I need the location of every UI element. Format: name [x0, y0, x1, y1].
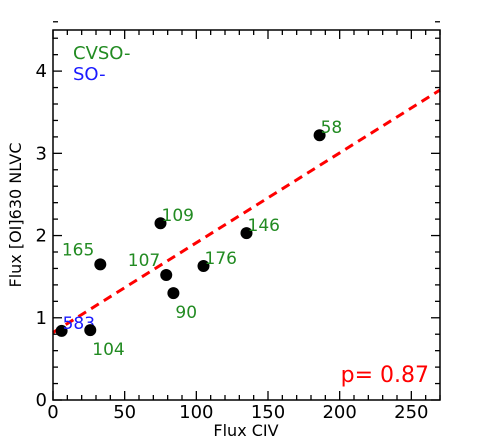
y-tick-label: 2 — [36, 226, 47, 247]
y-tick-label: 3 — [36, 143, 47, 164]
x-tick-label: 50 — [113, 402, 136, 423]
point-label: 109 — [162, 206, 194, 226]
correlation-annotation: p= 0.87 — [341, 363, 429, 388]
x-tick-label: 100 — [179, 402, 213, 423]
x-tick-label: 150 — [251, 402, 285, 423]
y-axis-title: Flux [OI]630 NLVC — [6, 142, 25, 287]
data-point — [313, 129, 326, 142]
ticks-layer — [52, 21, 441, 401]
data-point — [167, 287, 180, 300]
y-tick-label: 4 — [36, 61, 47, 82]
data-point — [240, 227, 253, 240]
x-tick-label: 250 — [394, 402, 428, 423]
data-point — [55, 324, 68, 337]
x-axis-title: Flux CIV — [213, 421, 278, 436]
data-point — [197, 259, 210, 272]
data-point — [154, 217, 167, 230]
fit-line — [52, 88, 441, 334]
x-tick-label: 0 — [47, 402, 58, 423]
fit-line-layer — [52, 88, 441, 334]
point-label: 107 — [128, 251, 160, 271]
plot-frame — [52, 29, 441, 401]
point-label: 146 — [248, 216, 280, 236]
point-label: 176 — [205, 249, 237, 269]
x-tick-label: 200 — [322, 402, 356, 423]
point-label: 104 — [92, 340, 124, 360]
legend-label-cvso: CVSO- — [73, 43, 130, 64]
point-label: 90 — [175, 303, 197, 323]
y-tick-label: 0 — [36, 390, 47, 411]
data-point — [94, 258, 107, 271]
y-tick-label: 1 — [36, 308, 47, 329]
legend-label-so: SO- — [73, 64, 106, 85]
point-label: 165 — [62, 240, 94, 260]
tick-labels-layer: 0 50 100 150 200 250 0 1 2 3 4 — [36, 61, 429, 423]
data-point — [160, 269, 173, 282]
point-label: 58 — [321, 118, 343, 138]
data-point — [84, 324, 97, 337]
